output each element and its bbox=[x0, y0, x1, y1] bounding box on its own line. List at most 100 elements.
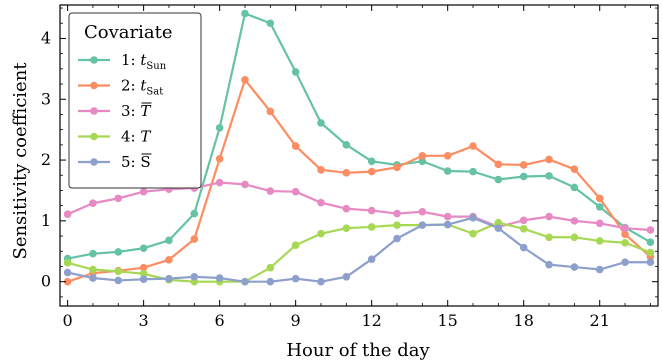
data-point bbox=[367, 255, 376, 263]
data-point bbox=[165, 236, 173, 245]
data-point bbox=[89, 199, 97, 208]
legend-swatch-marker bbox=[90, 56, 98, 64]
data-point bbox=[266, 263, 275, 272]
data-point bbox=[367, 223, 376, 231]
data-point bbox=[266, 187, 275, 195]
data-point bbox=[241, 277, 249, 286]
legend-entry: 3: T bbox=[78, 102, 152, 120]
data-point bbox=[494, 218, 503, 227]
data-point bbox=[519, 172, 528, 181]
data-point bbox=[342, 273, 351, 281]
data-point bbox=[494, 160, 503, 169]
data-point bbox=[418, 207, 427, 216]
data-point bbox=[63, 277, 72, 286]
x-tick-label: 18 bbox=[514, 311, 534, 330]
legend-label: 3: T bbox=[121, 102, 151, 120]
data-point bbox=[190, 273, 199, 281]
y-tick-label: 4 bbox=[41, 28, 51, 47]
y-tick-label: 3 bbox=[41, 89, 51, 108]
data-point bbox=[494, 175, 503, 184]
data-point bbox=[291, 187, 300, 196]
data-point bbox=[342, 169, 351, 177]
data-point bbox=[342, 141, 351, 149]
data-point bbox=[215, 274, 224, 282]
series-line bbox=[67, 78, 652, 283]
y-tick-label: 1 bbox=[41, 211, 51, 230]
data-point bbox=[418, 157, 427, 166]
data-point bbox=[393, 234, 401, 243]
data-point bbox=[317, 165, 325, 174]
plot-area bbox=[59, 4, 659, 307]
data-point bbox=[393, 163, 401, 172]
data-point bbox=[621, 258, 629, 267]
data-point bbox=[469, 229, 477, 238]
data-point bbox=[367, 167, 376, 176]
data-point bbox=[469, 214, 477, 222]
data-point bbox=[291, 274, 300, 283]
legend-entry: 2: tSat bbox=[78, 77, 163, 98]
data-point bbox=[89, 265, 97, 274]
data-point bbox=[291, 68, 300, 76]
legend-swatch-marker bbox=[90, 81, 98, 90]
data-point bbox=[241, 180, 249, 189]
data-point bbox=[595, 237, 604, 245]
data-point bbox=[317, 119, 325, 127]
data-point bbox=[646, 248, 655, 257]
legend-swatch-marker bbox=[90, 132, 98, 141]
data-point bbox=[570, 233, 579, 242]
data-point bbox=[190, 209, 199, 218]
y-tick-label: 2 bbox=[41, 150, 51, 169]
x-axis-title: Hour of the day bbox=[286, 340, 430, 361]
data-point bbox=[646, 226, 655, 234]
data-point bbox=[621, 238, 629, 247]
x-tick-label: 15 bbox=[438, 311, 458, 330]
series-1 bbox=[63, 9, 655, 263]
data-point bbox=[418, 152, 427, 160]
legend-entry: 4: T bbox=[78, 128, 151, 146]
data-point bbox=[595, 219, 604, 228]
data-point bbox=[342, 204, 351, 213]
legend: Covariate 1: tSun 2: tSat 3: T 4: T 5: S bbox=[68, 12, 202, 189]
series-5 bbox=[63, 214, 655, 286]
data-point bbox=[443, 167, 452, 175]
series-4 bbox=[63, 218, 655, 286]
legend-swatch-marker bbox=[90, 107, 98, 115]
data-point bbox=[570, 183, 579, 192]
legend-swatch-marker bbox=[90, 158, 98, 166]
legend-label: 1: tSun bbox=[121, 51, 167, 72]
x-tick-label: 3 bbox=[139, 311, 149, 330]
data-point bbox=[291, 241, 300, 249]
legend-box bbox=[68, 12, 202, 189]
series-line bbox=[67, 216, 651, 283]
data-point bbox=[266, 107, 275, 116]
data-point bbox=[443, 152, 452, 160]
data-point bbox=[443, 212, 452, 221]
data-point bbox=[114, 267, 123, 276]
series-line bbox=[67, 221, 651, 283]
data-point bbox=[545, 260, 553, 269]
data-point bbox=[241, 75, 249, 84]
data-point bbox=[165, 255, 173, 264]
data-point bbox=[266, 19, 275, 28]
series-3 bbox=[63, 178, 655, 234]
data-point bbox=[494, 224, 503, 232]
series-layer bbox=[63, 9, 655, 286]
data-point bbox=[570, 217, 579, 225]
legend-label: 5: S bbox=[121, 153, 151, 171]
data-point bbox=[646, 238, 655, 246]
legend-label: 4: T bbox=[121, 128, 151, 146]
data-point bbox=[190, 235, 199, 243]
data-point bbox=[139, 187, 148, 196]
data-point bbox=[621, 230, 629, 239]
data-point bbox=[89, 249, 97, 258]
data-point bbox=[114, 248, 123, 256]
data-point bbox=[595, 194, 604, 203]
data-point bbox=[545, 155, 553, 164]
data-point bbox=[241, 9, 249, 18]
data-point bbox=[570, 165, 579, 173]
data-point bbox=[317, 229, 325, 238]
legend-title: Covariate bbox=[84, 22, 173, 43]
data-point bbox=[545, 233, 553, 242]
data-point bbox=[393, 221, 401, 229]
data-point bbox=[621, 224, 629, 232]
